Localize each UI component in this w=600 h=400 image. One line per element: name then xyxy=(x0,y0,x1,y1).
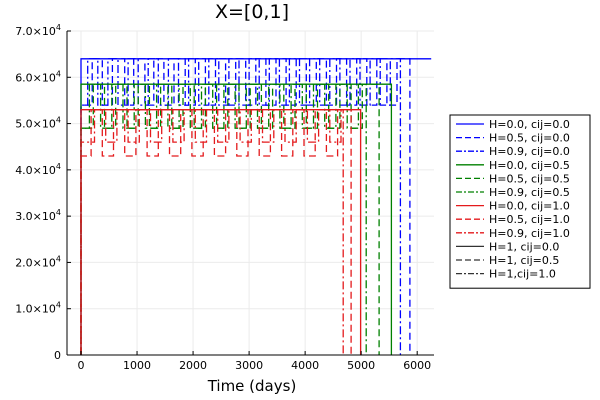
axes: 0 1000 2000 3000 4000 5000 6000 0 1.0×104 2.0×104… xyxy=(15,23,434,372)
series-line-6 xyxy=(80,83,367,355)
y-tick-label: 1.0×104 xyxy=(15,301,61,316)
legend-label-7: H=0.0, cij=1.0 xyxy=(489,200,570,213)
x-tick-label: 3000 xyxy=(235,359,263,372)
x-tick-label: 4000 xyxy=(291,359,319,372)
legend-label-6: H=0.9, cij=0.5 xyxy=(489,186,570,199)
y-tick-label: 7.0×104 xyxy=(15,23,61,38)
series-line-8 xyxy=(80,109,352,355)
y-tick-label: 2.0×104 xyxy=(15,254,61,269)
legend-label-1: H=0.0, cij=0.0 xyxy=(489,118,570,131)
legend: H=0.0, cij=0.0H=0.5, cij=0.0H=0.9, cij=0… xyxy=(449,114,591,289)
legend-label-9: H=0.9, cij=1.0 xyxy=(489,227,570,240)
legend-label-12: H=1,cij=1.0 xyxy=(489,268,556,281)
legend-label-10: H=1, cij=0.0 xyxy=(489,240,559,253)
legend-label-3: H=0.9, cij=0.0 xyxy=(489,145,570,158)
x-tick-label: 5000 xyxy=(347,359,375,372)
legend-label-11: H=1, cij=0.5 xyxy=(489,254,559,267)
y-tick-label: 5.0×104 xyxy=(15,116,61,131)
legend-label-5: H=0.5, cij=0.5 xyxy=(489,172,570,185)
series-line-3 xyxy=(80,58,402,355)
x-axis-label: Time (days) xyxy=(207,377,297,395)
legend-label-2: H=0.5, cij=0.0 xyxy=(489,132,570,145)
x-tick-label: 0 xyxy=(78,359,85,372)
series-group xyxy=(80,58,432,355)
legend-label-4: H=0.0, cij=0.5 xyxy=(489,159,570,172)
y-tick-label: 4.0×104 xyxy=(15,162,61,177)
legend-box xyxy=(449,114,591,289)
chart-title: X=[0,1] xyxy=(215,1,289,23)
y-tick-label: 0 xyxy=(54,349,61,362)
x-tick-label: 2000 xyxy=(179,359,207,372)
x-tick-label: 1000 xyxy=(123,359,151,372)
y-tick-label: 6.0×104 xyxy=(15,69,61,84)
series-line-9 xyxy=(80,109,344,355)
y-tick-label: 3.0×104 xyxy=(15,208,61,223)
x-tick-label: 6000 xyxy=(403,359,431,372)
legend-label-8: H=0.5, cij=1.0 xyxy=(489,213,570,226)
